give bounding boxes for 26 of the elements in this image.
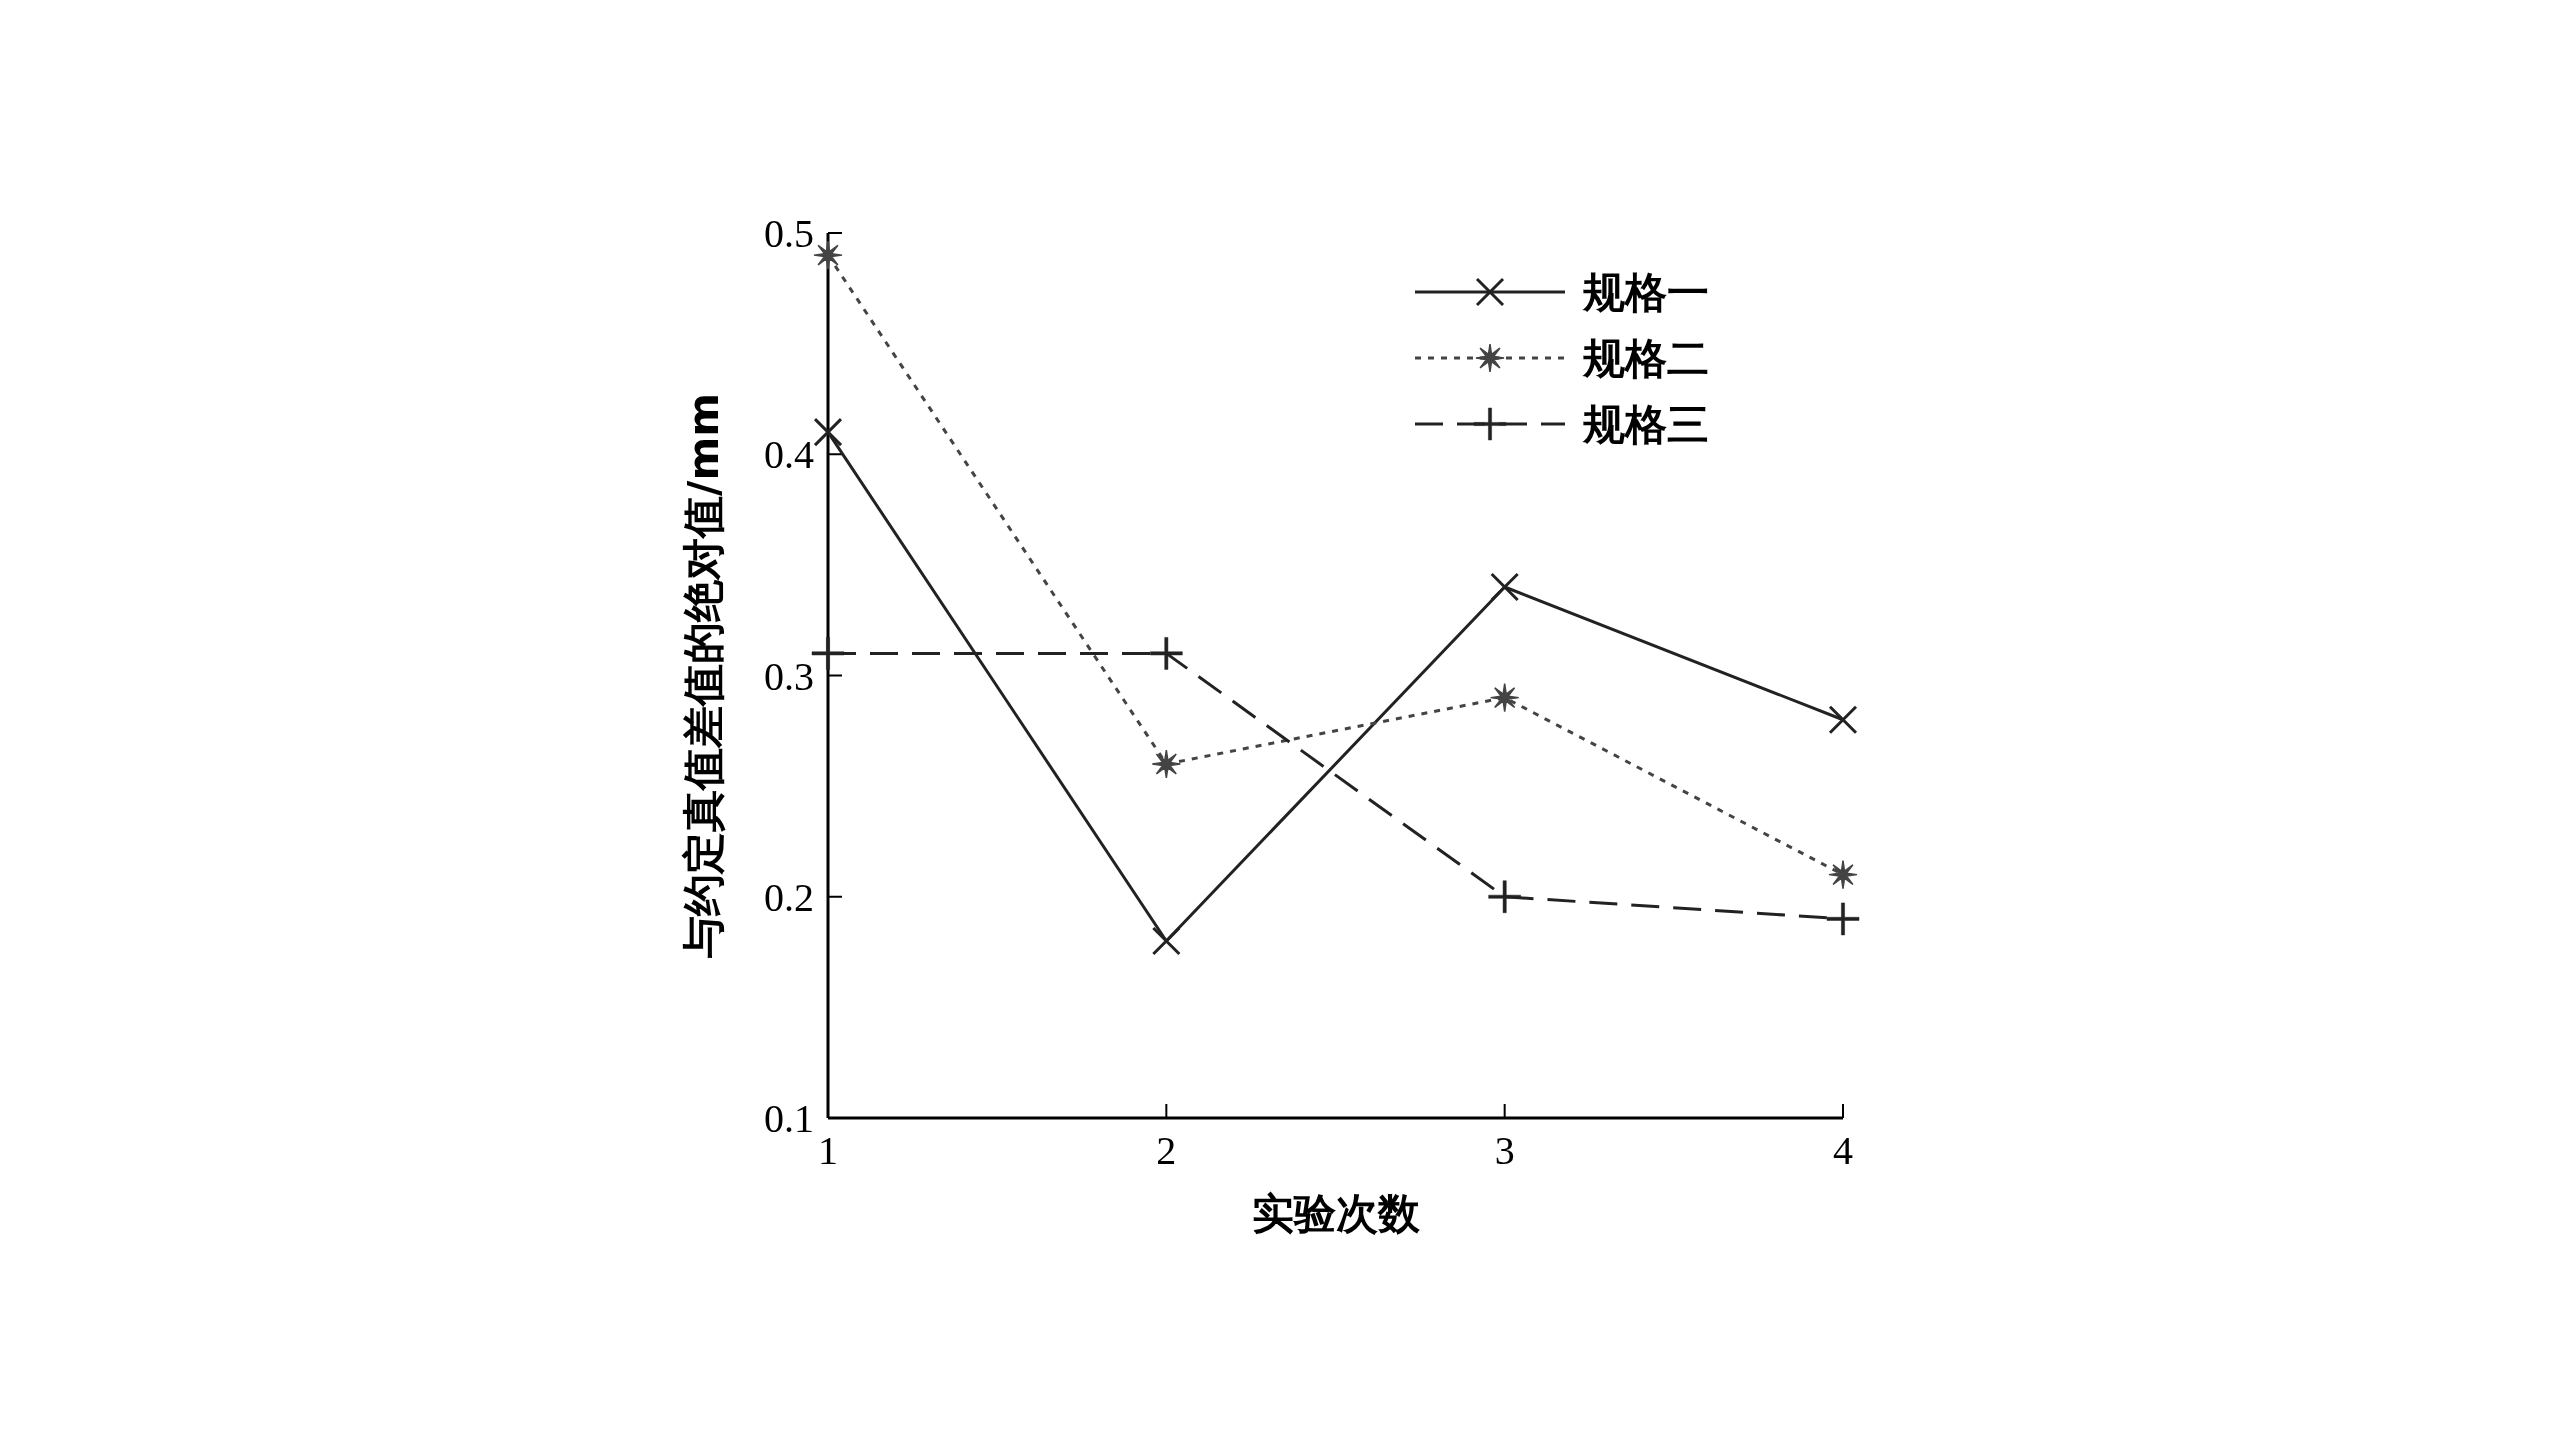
point — [813, 417, 843, 447]
y-tick-label: 0.2 — [764, 874, 814, 920]
x-tick-label: 2 — [1156, 1128, 1177, 1173]
point — [1488, 880, 1521, 913]
point — [1151, 926, 1181, 956]
point — [1489, 682, 1520, 713]
y-tick-label: 0.3 — [764, 653, 814, 699]
x-tick-label: 1 — [818, 1128, 838, 1173]
point — [1151, 749, 1182, 779]
x-tick-label: 3 — [1494, 1128, 1515, 1173]
point — [1490, 572, 1520, 602]
y-tick-label: 0.5 — [764, 211, 814, 256]
x-axis-title: 实验次数 — [1251, 1189, 1421, 1238]
y-tick-label: 0.1 — [764, 1096, 814, 1141]
legend-label: 规格三 — [1582, 400, 1709, 449]
legend-label: 规格一 — [1582, 268, 1709, 317]
point — [1826, 902, 1860, 936]
point — [811, 637, 845, 670]
x-tick-label: 4 — [1833, 1128, 1853, 1173]
y-tick-label: 0.4 — [764, 432, 814, 478]
y-axis-title: 与约定真值差值的绝对值/mm — [679, 393, 728, 959]
point — [813, 240, 843, 270]
point — [1828, 705, 1858, 735]
point — [1828, 859, 1858, 890]
point — [1150, 637, 1183, 670]
legend-label: 规格二 — [1582, 334, 1709, 383]
